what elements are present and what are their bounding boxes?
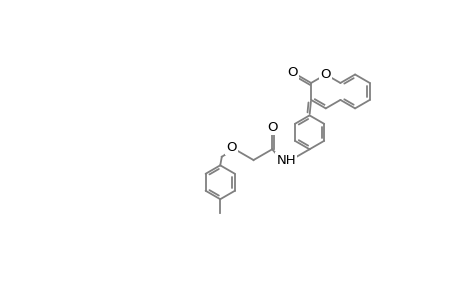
Text: O: O <box>266 121 277 134</box>
Text: O: O <box>286 66 297 79</box>
Text: O: O <box>226 141 236 154</box>
Text: O: O <box>320 68 330 81</box>
Text: NH: NH <box>276 154 296 166</box>
